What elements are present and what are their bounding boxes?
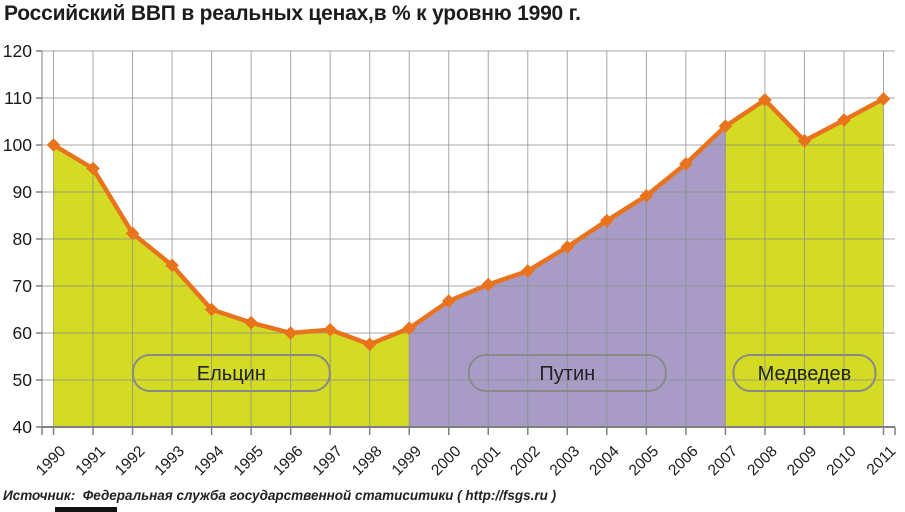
- data-point-1996: [283, 326, 298, 340]
- y-tick-label: 60: [13, 323, 33, 343]
- x-tick-label-1992: 1992: [112, 443, 148, 479]
- gridlines: [42, 50, 895, 427]
- data-point-1994: [204, 302, 219, 317]
- y-tick-label: 80: [13, 229, 33, 249]
- x-tick-label-2011: 2011: [864, 443, 900, 479]
- x-tick-label-1990: 1990: [33, 443, 70, 480]
- y-tick-label: 40: [13, 417, 33, 437]
- data-point-2002: [520, 264, 535, 278]
- data-point-2006: [679, 157, 693, 171]
- x-tick-label-2001: 2001: [468, 443, 504, 479]
- y-tick-label: 100: [3, 135, 32, 155]
- data-point-2003: [560, 240, 575, 254]
- data-point-2004: [600, 213, 614, 228]
- data-point-2010: [837, 113, 851, 127]
- x-tick-label-1991: 1991: [72, 443, 108, 479]
- data-point-1999: [402, 321, 417, 336]
- era-labels: Ельцин Путин Медведев: [131, 353, 877, 392]
- y-tick-label: 110: [4, 88, 32, 108]
- data-point-2001: [481, 277, 496, 292]
- data-point-1997: [323, 322, 337, 337]
- data-point-1992: [125, 226, 140, 241]
- x-tick-label-1995: 1995: [231, 443, 267, 479]
- data-point-1993: [165, 258, 179, 273]
- x-tick-label-1993: 1993: [151, 443, 187, 479]
- data-point-2008: [758, 93, 772, 107]
- x-tick-label-1998: 1998: [349, 443, 385, 479]
- y-tick-label: 50: [13, 370, 33, 390]
- x-tick-label-2008: 2008: [744, 443, 780, 479]
- x-tick-label-2006: 2006: [665, 443, 701, 479]
- axes: [36, 50, 896, 435]
- era-label-text-2: Медведев: [758, 363, 852, 385]
- era-label-pill-2: [732, 353, 877, 392]
- x-tick-label-2004: 2004: [586, 443, 623, 480]
- y-tick-labels: 40 50 60 70 80 90 100 110 120: [3, 41, 32, 437]
- x-tick-labels: 1990 1991 1992 1993 1994 1995 1996 1997 1998 1999…: [33, 443, 899, 480]
- source-note: Источник: Федеральная служба государстве…: [3, 488, 557, 503]
- y-tick-label: 120: [3, 41, 32, 61]
- era-label-pill-0: [131, 353, 331, 392]
- x-tick-label-1996: 1996: [270, 443, 306, 479]
- y-tick-label: 70: [13, 276, 33, 296]
- x-tick-label-2009: 2009: [784, 443, 820, 479]
- x-tick-label-2007: 2007: [705, 443, 741, 479]
- data-point-1991: [86, 161, 100, 176]
- era-label-text-1: Путин: [539, 363, 595, 385]
- data-point-2007: [718, 119, 733, 133]
- x-tick-label-2003: 2003: [547, 443, 583, 479]
- x-tick-label-2002: 2002: [507, 443, 543, 479]
- x-tick-label-2000: 2000: [428, 443, 465, 480]
- x-tick-label-1994: 1994: [191, 443, 228, 480]
- era-label-pill-1: [467, 353, 667, 392]
- x-tick-label-2010: 2010: [823, 443, 860, 480]
- x-tick-label-1999: 1999: [389, 443, 425, 479]
- data-point-1990: [46, 138, 61, 152]
- x-tick-label-2005: 2005: [626, 443, 662, 479]
- data-point-2009: [797, 133, 812, 148]
- data-point-2011: [876, 92, 891, 106]
- x-tick-label-1997: 1997: [310, 443, 346, 479]
- era-label-text-0: Ельцин: [197, 363, 266, 385]
- y-tick-label: 90: [13, 182, 33, 202]
- data-point-1998: [362, 337, 377, 352]
- chart-title: Российский ВВП в реальных ценах,в % к ур…: [4, 2, 581, 25]
- partial-bottom-bar: [55, 507, 117, 512]
- gdp-area-chart: Ельцин Путин Медведев 40 50 60 70 80 90 100 110 120…: [3, 41, 900, 480]
- data-point-1995: [244, 315, 258, 330]
- data-points: [46, 92, 891, 352]
- data-point-2000: [441, 294, 456, 308]
- data-point-2005: [639, 188, 654, 203]
- gdp-line: [51, 96, 886, 347]
